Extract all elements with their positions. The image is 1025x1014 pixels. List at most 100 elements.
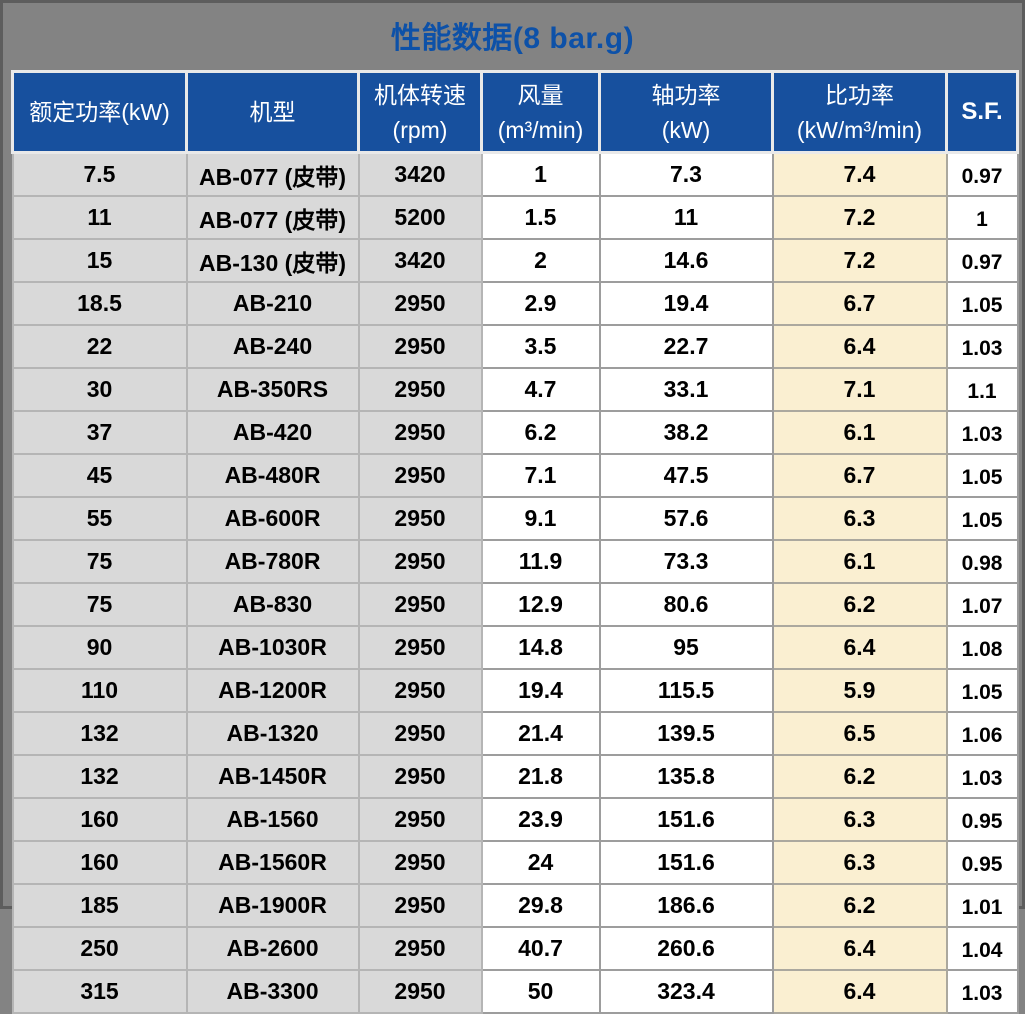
cell-rated-power: 315: [11, 969, 188, 1014]
col-header-airflow: 风量 (m³/min): [480, 70, 601, 154]
cell-model: AB-240: [185, 324, 360, 369]
table-row: 132 AB-1450R 2950 21.8 135.8 6.2 1.03: [11, 754, 1019, 799]
cell-speed: 5200: [357, 195, 483, 240]
cell-speed: 3420: [357, 151, 483, 197]
cell-model: AB-1320: [185, 711, 360, 756]
cell-shaft-power: 260.6: [598, 926, 774, 971]
performance-table: 额定功率(kW) 机型 机体转速 (rpm) 风量 (m³/min) 轴功率 (…: [11, 70, 1019, 1014]
cell-shaft-power: 33.1: [598, 367, 774, 412]
cell-shaft-power: 323.4: [598, 969, 774, 1014]
cell-rated-power: 7.5: [11, 151, 188, 197]
cell-airflow: 7.1: [480, 453, 601, 498]
table-row: 110 AB-1200R 2950 19.4 115.5 5.9 1.05: [11, 668, 1019, 713]
cell-rated-power: 45: [11, 453, 188, 498]
cell-rated-power: 90: [11, 625, 188, 670]
cell-model: AB-1030R: [185, 625, 360, 670]
cell-service-factor: 1.08: [945, 625, 1019, 670]
cell-airflow: 12.9: [480, 582, 601, 627]
header-unit: (kW/m³/min): [796, 117, 923, 143]
cell-service-factor: 1.05: [945, 668, 1019, 713]
cell-shaft-power: 14.6: [598, 238, 774, 283]
cell-service-factor: 0.97: [945, 238, 1019, 283]
cell-rated-power: 132: [11, 754, 188, 799]
cell-model: AB-3300: [185, 969, 360, 1014]
cell-speed: 2950: [357, 926, 483, 971]
cell-speed: 2950: [357, 969, 483, 1014]
col-header-model: 机型: [185, 70, 360, 154]
col-header-rated-power: 额定功率(kW): [11, 70, 188, 154]
cell-shaft-power: 73.3: [598, 539, 774, 584]
table-body: 7.5 AB-077 (皮带) 3420 1 7.3 7.4 0.97 11 A…: [11, 151, 1019, 1014]
cell-shaft-power: 135.8: [598, 754, 774, 799]
header-label: S.F.: [961, 98, 1003, 125]
cell-service-factor: 1.03: [945, 324, 1019, 369]
cell-speed: 2950: [357, 281, 483, 326]
cell-rated-power: 75: [11, 582, 188, 627]
header-label: 风量: [517, 82, 564, 108]
cell-airflow: 3.5: [480, 324, 601, 369]
cell-service-factor: 1.03: [945, 754, 1019, 799]
cell-shaft-power: 139.5: [598, 711, 774, 756]
table-row: 132 AB-1320 2950 21.4 139.5 6.5 1.06: [11, 711, 1019, 756]
cell-speed: 2950: [357, 754, 483, 799]
table-row: 160 AB-1560R 2950 24 151.6 6.3 0.95: [11, 840, 1019, 885]
cell-rated-power: 55: [11, 496, 188, 541]
cell-service-factor: 1.04: [945, 926, 1019, 971]
cell-airflow: 21.8: [480, 754, 601, 799]
cell-airflow: 4.7: [480, 367, 601, 412]
cell-speed: 2950: [357, 410, 483, 455]
table-row: 11 AB-077 (皮带) 5200 1.5 11 7.2 1: [11, 195, 1019, 240]
cell-model: AB-210: [185, 281, 360, 326]
cell-model: AB-420: [185, 410, 360, 455]
cell-service-factor: 0.95: [945, 840, 1019, 885]
header-label: 额定功率(kW): [29, 99, 170, 125]
cell-service-factor: 1.06: [945, 711, 1019, 756]
cell-model: AB-480R: [185, 453, 360, 498]
header-unit: (rpm): [392, 117, 448, 143]
cell-specific-power: 6.2: [771, 754, 948, 799]
cell-speed: 2950: [357, 539, 483, 584]
cell-specific-power: 6.7: [771, 453, 948, 498]
table-row: 30 AB-350RS 2950 4.7 33.1 7.1 1.1: [11, 367, 1019, 412]
table-row: 15 AB-130 (皮带) 3420 2 14.6 7.2 0.97: [11, 238, 1019, 283]
cell-specific-power: 6.3: [771, 496, 948, 541]
cell-service-factor: 1.05: [945, 453, 1019, 498]
header-row: 额定功率(kW) 机型 机体转速 (rpm) 风量 (m³/min) 轴功率 (…: [11, 70, 1019, 154]
cell-rated-power: 110: [11, 668, 188, 713]
col-header-shaft-power: 轴功率 (kW): [598, 70, 774, 154]
cell-model: AB-077 (皮带): [185, 151, 360, 197]
cell-shaft-power: 11: [598, 195, 774, 240]
cell-speed: 2950: [357, 367, 483, 412]
cell-specific-power: 6.1: [771, 410, 948, 455]
cell-airflow: 14.8: [480, 625, 601, 670]
cell-model: AB-1200R: [185, 668, 360, 713]
cell-model: AB-1900R: [185, 883, 360, 928]
cell-shaft-power: 57.6: [598, 496, 774, 541]
cell-specific-power: 6.1: [771, 539, 948, 584]
cell-rated-power: 75: [11, 539, 188, 584]
cell-model: AB-1560R: [185, 840, 360, 885]
col-header-specific-power: 比功率 (kW/m³/min): [771, 70, 948, 154]
cell-airflow: 1.5: [480, 195, 601, 240]
header-unit: (m³/min): [497, 117, 584, 143]
table-row: 18.5 AB-210 2950 2.9 19.4 6.7 1.05: [11, 281, 1019, 326]
header-label: 机型: [249, 99, 296, 125]
header-label: 轴功率: [651, 82, 721, 108]
cell-rated-power: 30: [11, 367, 188, 412]
cell-speed: 2950: [357, 840, 483, 885]
table-row: 90 AB-1030R 2950 14.8 95 6.4 1.08: [11, 625, 1019, 670]
cell-airflow: 21.4: [480, 711, 601, 756]
cell-shaft-power: 38.2: [598, 410, 774, 455]
cell-specific-power: 6.5: [771, 711, 948, 756]
cell-speed: 2950: [357, 324, 483, 369]
table-row: 37 AB-420 2950 6.2 38.2 6.1 1.03: [11, 410, 1019, 455]
page-title: 性能数据(8 bar.g): [390, 22, 635, 55]
cell-model: AB-077 (皮带): [185, 195, 360, 240]
cell-speed: 2950: [357, 711, 483, 756]
cell-rated-power: 11: [11, 195, 188, 240]
cell-airflow: 40.7: [480, 926, 601, 971]
cell-speed: 2950: [357, 496, 483, 541]
cell-speed: 2950: [357, 582, 483, 627]
cell-service-factor: 1.1: [945, 367, 1019, 412]
cell-model: AB-350RS: [185, 367, 360, 412]
